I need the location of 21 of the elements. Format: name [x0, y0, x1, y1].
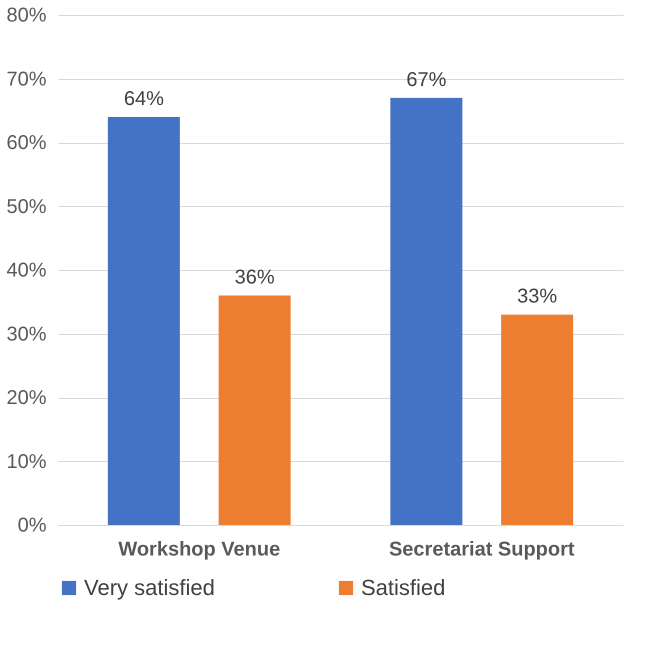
bar [108, 117, 180, 525]
y-tick-label: 50% [6, 196, 47, 218]
y-tick-label: 20% [6, 387, 47, 409]
y-tick-label: 60% [6, 132, 47, 154]
y-tick-label: 10% [6, 450, 47, 473]
legend-label: Very satisfied [84, 575, 215, 600]
data-label: 67% [406, 68, 447, 91]
x-tick-label: Workshop Venue [118, 538, 280, 560]
data-label: 33% [517, 286, 558, 308]
bar [390, 98, 462, 525]
y-tick-label: 30% [6, 323, 47, 346]
bar [501, 314, 574, 525]
data-label: 36% [234, 266, 275, 288]
y-tick-label: 70% [6, 68, 47, 90]
legend-label: Satisfied [361, 575, 446, 600]
y-tick-label: 80% [6, 4, 47, 26]
data-label: 64% [124, 88, 164, 110]
y-tick-label: 0% [18, 514, 47, 536]
bar [218, 296, 291, 525]
x-tick-label: Secretariat Support [388, 538, 575, 560]
y-tick-label: 40% [6, 260, 47, 282]
